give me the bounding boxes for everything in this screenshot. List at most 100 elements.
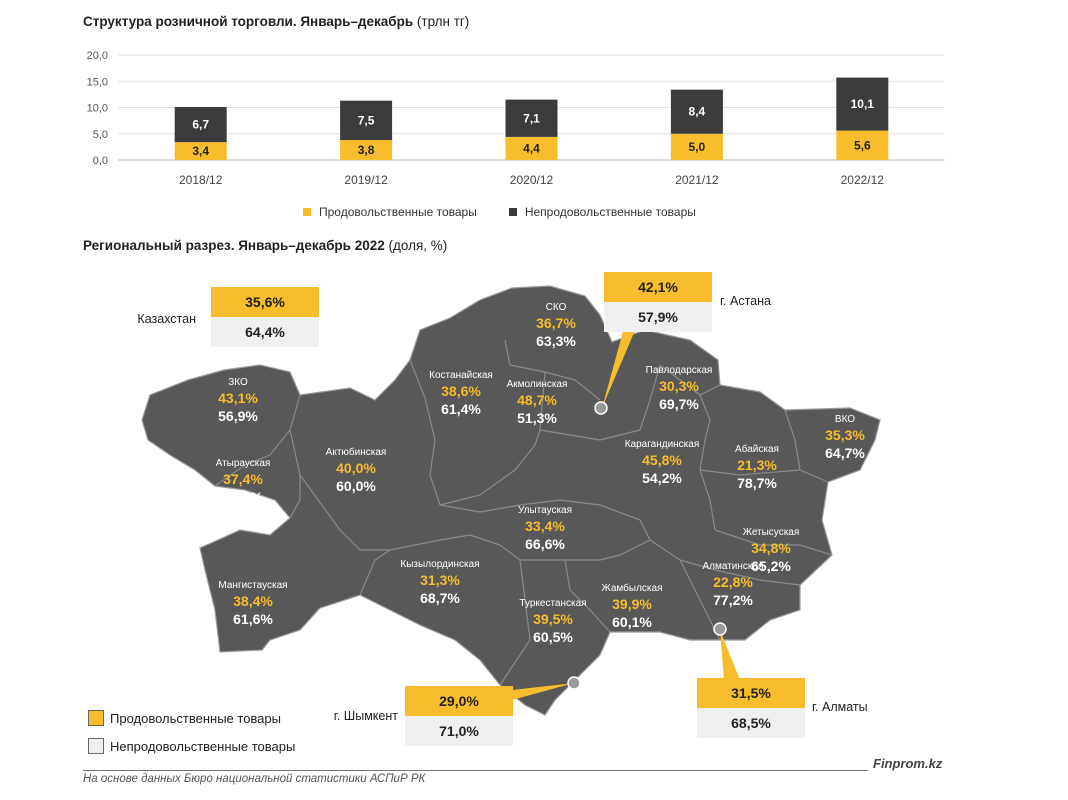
region-food-share: 36,7% — [536, 315, 576, 331]
region-name: Улытауская — [518, 505, 572, 516]
map-body — [141, 285, 881, 716]
callout-nonfood-value: 64,4% — [245, 324, 285, 340]
legend-nonfood-swatch — [508, 208, 517, 216]
map-unit: (доля, %) — [388, 238, 448, 253]
bar-chart: 0,0 5,0 10,0 15,0 20,0 3,4 6,7 2018/12 3,8 7,5 201… — [87, 50, 945, 187]
region-nonfood-share: 61,6% — [233, 611, 273, 627]
callout-label: г. Шымкент — [334, 709, 398, 723]
bar-food-label: 3,4 — [192, 144, 209, 158]
region-nonfood-share: 60,1% — [612, 614, 652, 630]
region-nonfood-share: 69,7% — [659, 396, 699, 412]
bar-nonfood-label: 7,1 — [523, 111, 540, 125]
brand-logo: Finprom.kz — [873, 756, 943, 771]
region-name: Жетысуская — [743, 527, 800, 538]
map-legend-food-swatch — [88, 710, 104, 726]
region-nonfood-share: 51,3% — [517, 410, 557, 426]
legend-food-label: Продовольственные товары — [319, 205, 477, 219]
region-food-share: 48,7% — [517, 392, 557, 408]
almaty-pointer — [720, 630, 740, 680]
region-name: Туркестанская — [519, 598, 586, 609]
region-food-share: 40,0% — [336, 460, 376, 476]
bar-food — [174, 142, 227, 160]
x-tick-label: 2022/12 — [841, 173, 885, 187]
y-tick-label: 10,0 — [87, 103, 108, 115]
region-food-share: 37,4% — [223, 471, 263, 487]
map-legend-nonfood-swatch — [88, 738, 104, 754]
region-nonfood-share: 64,7% — [825, 445, 865, 461]
region-food-share: 39,9% — [612, 596, 652, 612]
region-food-share: 38,4% — [233, 593, 273, 609]
region-food-share: 45,8% — [642, 452, 682, 468]
source-note: На основе данных Бюро национальной стати… — [83, 773, 426, 785]
x-tick-label: 2018/12 — [179, 173, 223, 187]
bar-nonfood — [174, 106, 227, 143]
region-name: Карагандинская — [625, 439, 700, 450]
y-tick-label: 0,0 — [93, 155, 108, 167]
map-legend-food: Продовольственные товары — [88, 710, 281, 726]
region-name: Актюбинская — [326, 446, 387, 458]
shymkent-marker — [567, 676, 581, 690]
region-name: Жамбылская — [602, 582, 663, 594]
map-title-text: Региональный разрез. Январь–декабрь 2022 — [83, 238, 385, 253]
region-name: Павлодарская — [646, 365, 713, 376]
x-tick-label: 2021/12 — [675, 173, 719, 187]
region-nonfood-share: 61,4% — [441, 401, 481, 417]
astana-pointer — [602, 328, 636, 408]
x-tick-label: 2020/12 — [510, 173, 554, 187]
callout-food-box — [697, 678, 805, 708]
bar-nonfood — [836, 77, 889, 131]
bar-food-label: 4,4 — [523, 141, 540, 155]
region-name: Кызылординская — [400, 559, 479, 570]
region-name: Костанайская — [429, 370, 493, 381]
bar-food-label: 5,6 — [854, 138, 871, 152]
region-name: Алматинская — [703, 561, 764, 572]
y-tick-label: 15,0 — [87, 76, 108, 88]
callout-nonfood-value: 71,0% — [439, 723, 479, 739]
region-food-share: 30,3% — [659, 378, 699, 394]
shymkent-pointer — [512, 683, 574, 700]
region-food-share: 31,3% — [420, 572, 460, 588]
region-name: СКО — [546, 302, 567, 313]
bar-nonfood — [340, 100, 393, 141]
region-labels: ЗКО 43,1% 56,9% Атырауская 37,4% 62,6% Мангист… — [216, 302, 866, 645]
region-name: Атырауская — [216, 458, 271, 469]
bar-chart-unit: (трлн тг) — [416, 14, 470, 29]
callout-food-value: 42,1% — [638, 279, 678, 295]
map-legend-nonfood-label: Непродовольственные товары — [110, 738, 296, 754]
bar-food — [670, 133, 723, 160]
region-food-share: 22,8% — [713, 574, 753, 590]
map-legend-nonfood: Непродовольственные товары — [88, 738, 295, 754]
astana-marker — [594, 401, 608, 415]
y-tick-label: 5,0 — [93, 129, 108, 141]
region-food-share: 35,3% — [825, 427, 865, 443]
region-nonfood-share: 56,9% — [218, 408, 258, 424]
region-food-share: 39,5% — [533, 611, 573, 627]
region-nonfood-share: 66,6% — [525, 536, 565, 552]
region-nonfood-share: 65,2% — [751, 558, 791, 574]
map-title: Региональный разрез. Январь–декабрь 2022… — [83, 238, 447, 253]
region-food-share: 33,4% — [525, 518, 565, 534]
callout-nonfood-value: 68,5% — [731, 715, 771, 731]
bar-nonfood-label: 8,4 — [689, 105, 706, 119]
bar-chart-legend: Продовольственные товары Непродовольстве… — [303, 205, 696, 219]
callout-food-value: 31,5% — [731, 685, 771, 701]
callout-label: г. Алматы — [812, 700, 868, 714]
callout-nonfood-box — [697, 708, 805, 738]
bar-food — [505, 136, 558, 160]
map-legend-food-label: Продовольственные товары — [110, 710, 281, 726]
callout-label: Казахстан — [137, 312, 196, 326]
callout-boxes: 35,6% 64,4% Казахстан 42,1% 57,9% г. Астана 29… — [137, 272, 868, 746]
region-name: Мангистауская — [218, 580, 287, 591]
footer-rule — [83, 770, 868, 771]
region-nonfood-share: 68,7% — [420, 590, 460, 606]
region-nonfood-share: 77,2% — [713, 592, 753, 608]
country-shape — [141, 285, 881, 716]
region-borders — [214, 339, 833, 686]
region-name: ВКО — [835, 414, 855, 425]
callout-food-value: 35,6% — [245, 294, 285, 310]
region-food-share: 38,6% — [441, 383, 481, 399]
callout-nonfood-box — [211, 317, 319, 347]
bar-nonfood-label: 6,7 — [192, 118, 209, 132]
bar-food-label: 5,0 — [689, 140, 706, 154]
region-name: Акмолинская — [507, 379, 568, 390]
